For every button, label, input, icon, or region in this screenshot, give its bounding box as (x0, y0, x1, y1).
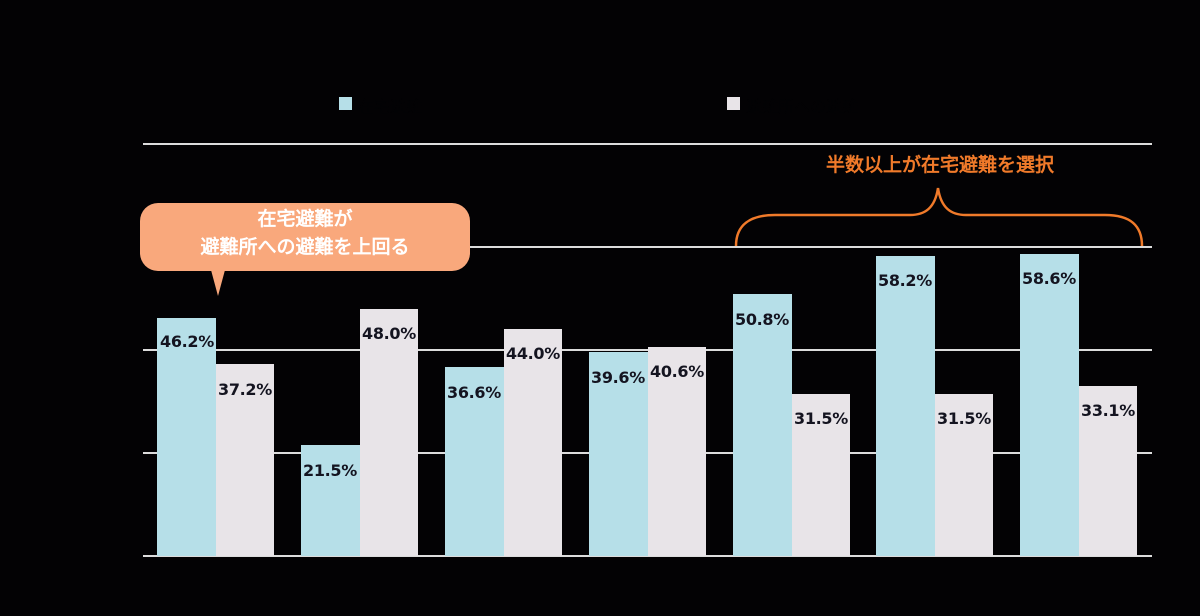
value-label: 44.0% (505, 344, 560, 363)
value-label: 33.1% (1080, 401, 1135, 420)
value-label: 37.2% (217, 380, 272, 399)
bar-home-2 (301, 445, 360, 556)
bar-shelter-4 (648, 347, 706, 556)
legend-label-shelter-evacuation: 避難所への避難 (746, 97, 859, 116)
callout-line-1: 在宅避難が (257, 208, 353, 230)
value-label: 48.0% (361, 324, 416, 343)
bar-home-1 (157, 318, 216, 556)
callout-pointer (211, 270, 225, 296)
callout-background (140, 203, 470, 271)
value-label: 31.5% (936, 409, 991, 428)
value-label: 40.6% (649, 362, 704, 381)
bar-shelter-2 (360, 309, 418, 556)
bar-home-6 (876, 256, 935, 556)
curly-brace-icon (734, 187, 1144, 247)
legend-label-home-evacuation: 在宅避難 (358, 97, 423, 116)
bar-shelter-5 (792, 394, 850, 556)
value-label: 36.6% (446, 383, 501, 402)
bar-shelter-6 (935, 394, 993, 556)
bar-shelter-1 (216, 364, 274, 556)
brace-annotation-text: 半数以上が在宅避難を選択 (825, 154, 1054, 176)
value-label: 21.5% (302, 461, 357, 480)
bar-home-7 (1020, 254, 1079, 556)
gridline-60 (143, 246, 1152, 248)
callout-line-2: 避難所への避難を上回る (200, 236, 410, 258)
bar-home-5 (733, 294, 792, 556)
value-label: 58.6% (1021, 269, 1076, 288)
callout-text: 在宅避難が 避難所への避難を上回る (140, 205, 470, 261)
bar-home-3 (445, 367, 504, 556)
bar-shelter-3 (504, 329, 562, 556)
legend-swatch-shelter-evacuation (727, 97, 740, 110)
x-axis-baseline (143, 555, 1152, 557)
value-label: 31.5% (793, 409, 848, 428)
value-label: 50.8% (734, 310, 789, 329)
legend-swatch-home-evacuation (339, 97, 352, 110)
gridline-40 (143, 349, 1152, 351)
value-label: 46.2% (159, 332, 214, 351)
value-label: 58.2% (877, 271, 932, 290)
value-label: 39.6% (590, 368, 645, 387)
gridline-80 (143, 143, 1152, 145)
bar-home-4 (589, 352, 648, 556)
bar-shelter-7 (1079, 386, 1137, 556)
